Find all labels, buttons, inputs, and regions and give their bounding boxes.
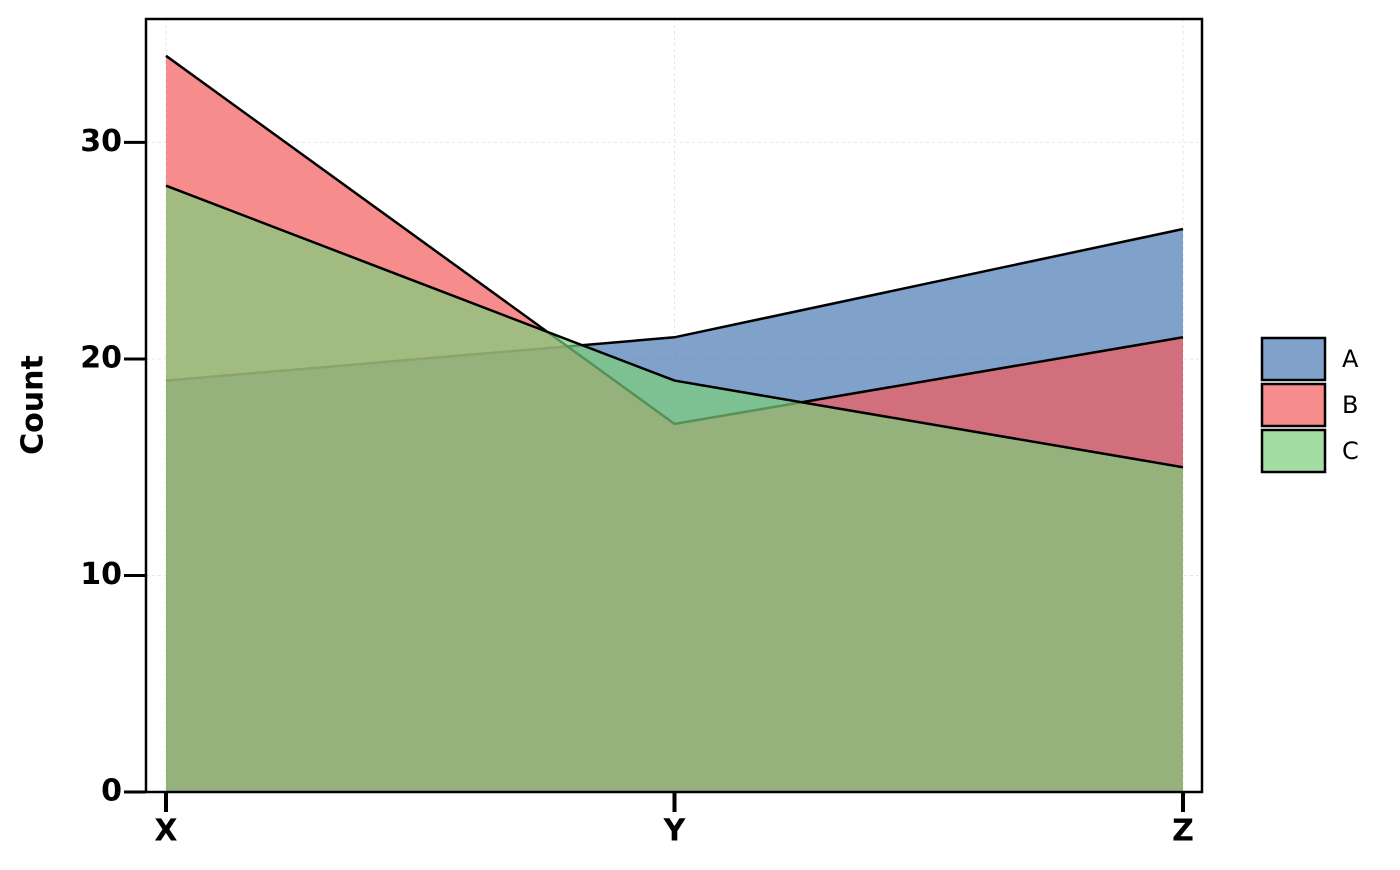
y-tick-label: 20: [80, 340, 122, 375]
y-tick-label: 10: [80, 557, 122, 592]
legend-swatch: [1260, 428, 1327, 474]
x-tick-label: X: [154, 814, 177, 849]
area: [166, 185, 1183, 793]
y-axis-label: Count: [16, 355, 51, 455]
legend-label: C: [1342, 437, 1359, 465]
y-tick-label: 30: [80, 124, 122, 159]
legend-label: A: [1342, 345, 1359, 373]
legend-swatch: [1260, 336, 1327, 382]
area-line: [165, 184, 1184, 469]
x-tick-label: Z: [1172, 814, 1194, 849]
legend-label: B: [1342, 391, 1358, 419]
x-tick-label: Y: [663, 814, 687, 849]
y-tick-label: 0: [101, 774, 122, 809]
legend-swatch: [1260, 382, 1327, 428]
